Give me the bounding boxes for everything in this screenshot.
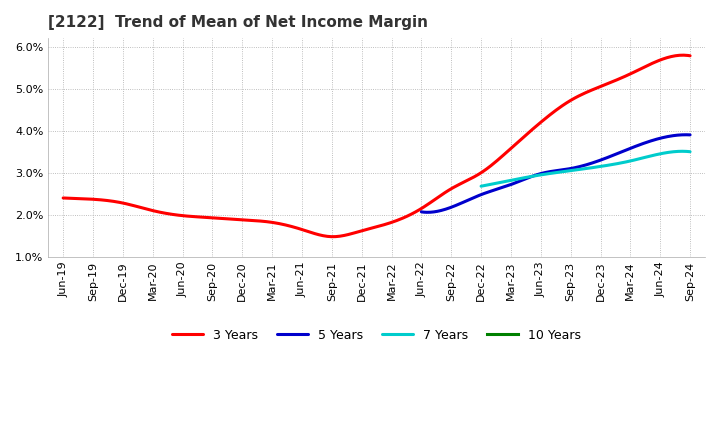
Line: 5 Years: 5 Years (421, 135, 690, 213)
7 Years (477, 183, 485, 189)
3 Years (329, 234, 338, 239)
7 Years (653, 152, 662, 157)
3 Years (434, 194, 443, 200)
3 Years (445, 187, 454, 193)
7 Years (685, 149, 694, 154)
5 Years (681, 132, 690, 137)
5 Years (418, 209, 427, 215)
Legend: 3 Years, 5 Years, 7 Years, 10 Years: 3 Years, 5 Years, 7 Years, 10 Years (167, 324, 586, 348)
3 Years (629, 70, 638, 75)
5 Years (423, 210, 432, 215)
7 Years (666, 150, 675, 155)
5 Years (577, 164, 585, 169)
5 Years (578, 163, 587, 169)
3 Years (61, 195, 70, 201)
3 Years (680, 52, 688, 58)
7 Years (600, 163, 609, 169)
3 Years (685, 53, 694, 59)
7 Years (605, 162, 613, 168)
Text: [2122]  Trend of Mean of Net Income Margin: [2122] Trend of Mean of Net Income Margi… (48, 15, 428, 30)
3 Years (589, 87, 598, 92)
7 Years (601, 163, 610, 168)
5 Years (662, 134, 670, 139)
7 Years (477, 183, 486, 189)
Line: 3 Years: 3 Years (63, 55, 690, 237)
5 Years (582, 162, 591, 167)
3 Years (59, 195, 68, 201)
Line: 7 Years: 7 Years (481, 151, 690, 186)
7 Years (678, 149, 687, 154)
5 Years (417, 209, 426, 215)
5 Years (685, 132, 694, 138)
5 Years (644, 139, 653, 144)
3 Years (432, 196, 441, 201)
